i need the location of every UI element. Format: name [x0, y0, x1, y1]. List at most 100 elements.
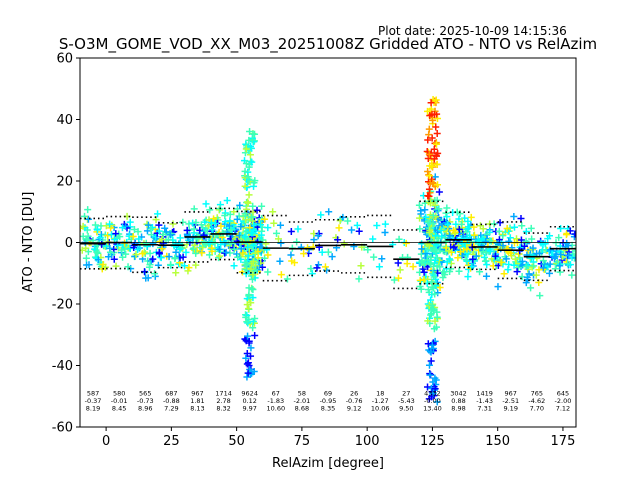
scatter-point [129, 232, 137, 240]
scatter-point [430, 155, 438, 163]
scatter-point [425, 150, 433, 158]
scatter-point [226, 210, 234, 218]
y-tick-label: 40 [56, 113, 73, 128]
y-tick-label: -40 [52, 359, 73, 374]
y-tick-label: 60 [56, 52, 73, 67]
scatter-point [324, 248, 332, 256]
scatter-point [510, 261, 518, 269]
scatter-point [192, 249, 200, 257]
scatter-point [503, 225, 511, 233]
scatter-point [417, 210, 425, 218]
scatter-point [310, 236, 318, 244]
bin-stat-std: 9.12 [347, 405, 361, 413]
scatter-point [287, 228, 295, 236]
scatter-point [149, 255, 157, 263]
scatter-point [249, 294, 257, 302]
scatter-point [510, 212, 518, 220]
scatter-point [249, 257, 257, 265]
scatter-point [416, 276, 424, 284]
scatter-point [197, 221, 205, 229]
scatter-point [251, 315, 259, 323]
scatter-point [155, 227, 163, 235]
scatter-point [427, 99, 435, 107]
scatter-point [497, 258, 505, 266]
scatter-point [446, 267, 454, 275]
scatter-point [457, 220, 465, 228]
scatter-point [249, 271, 257, 279]
scatter-point [420, 268, 428, 276]
scatter-point [416, 225, 424, 233]
scatter-point [215, 206, 223, 214]
scatter-point [428, 301, 436, 309]
scatter-point [424, 286, 432, 294]
scatter-point [276, 257, 284, 265]
bin-stat-mean: -0.37 [85, 397, 102, 405]
scatter-point [247, 344, 255, 352]
scatter-point [394, 259, 402, 267]
scatter-point [432, 248, 440, 256]
scatter-point [321, 263, 329, 271]
scatter-point [144, 274, 152, 282]
scatter-point [522, 279, 530, 287]
scatter-point [258, 202, 266, 210]
scatter-point [192, 218, 200, 226]
bin-stat-std: 9.97 [242, 405, 256, 413]
scatter-point [516, 254, 524, 262]
scatter-point [116, 233, 124, 241]
scatter-point [94, 256, 102, 264]
scatter-point [171, 254, 179, 262]
scatter-point [245, 163, 253, 171]
scatter-point [176, 245, 184, 253]
x-tick-label: 150 [485, 434, 510, 449]
scatter-point [143, 220, 151, 228]
scatter-point [426, 371, 434, 379]
scatter-point [198, 249, 206, 257]
scatter-point [513, 235, 521, 243]
scatter-point [251, 256, 259, 264]
scatter-point [276, 221, 284, 229]
bin-stat-count: 565 [139, 390, 151, 398]
scatter-point [464, 273, 472, 281]
scatter-point [518, 273, 526, 281]
scatter-point [104, 232, 112, 240]
bin-stat-mean: -5.43 [398, 397, 415, 405]
scatter-point [470, 223, 478, 231]
scatter-point [348, 226, 356, 234]
scatter-point [192, 261, 200, 269]
scatter-point [450, 226, 458, 234]
scatter-point [156, 253, 164, 261]
bin-stat-std: 8.19 [86, 405, 100, 413]
scatter-point [242, 313, 250, 321]
bin-stat-std: 8.35 [321, 405, 335, 413]
scatter-point [424, 218, 432, 226]
scatter-point [430, 110, 438, 118]
scatter-point [183, 226, 191, 234]
scatter-point [424, 167, 432, 175]
scatter-point [93, 248, 101, 256]
scatter-point [564, 252, 572, 260]
scatter-points [80, 96, 576, 406]
scatter-point [106, 248, 114, 256]
scatter-point [269, 208, 277, 216]
bin-stat-mean: -0.00 [424, 397, 441, 405]
bin-stat-count: 69 [324, 390, 332, 398]
scatter-point [221, 212, 229, 220]
scatter-point [456, 210, 464, 218]
scatter-point [242, 145, 250, 153]
scatter-point [161, 224, 169, 232]
scatter-point [557, 251, 565, 259]
scatter-point [373, 222, 381, 230]
scatter-point [431, 385, 439, 393]
scatter-point [233, 215, 241, 223]
scatter-point [446, 232, 454, 240]
scatter-point [458, 240, 466, 248]
bin-stat-mean: -0.76 [346, 397, 363, 405]
bin-stat-mean: -2.00 [555, 397, 572, 405]
scatter-point [80, 222, 87, 230]
scatter-point [233, 237, 241, 245]
scatter-point [427, 253, 435, 261]
scatter-point [190, 225, 198, 233]
scatter-point [318, 248, 326, 256]
scatter-point [245, 191, 253, 199]
